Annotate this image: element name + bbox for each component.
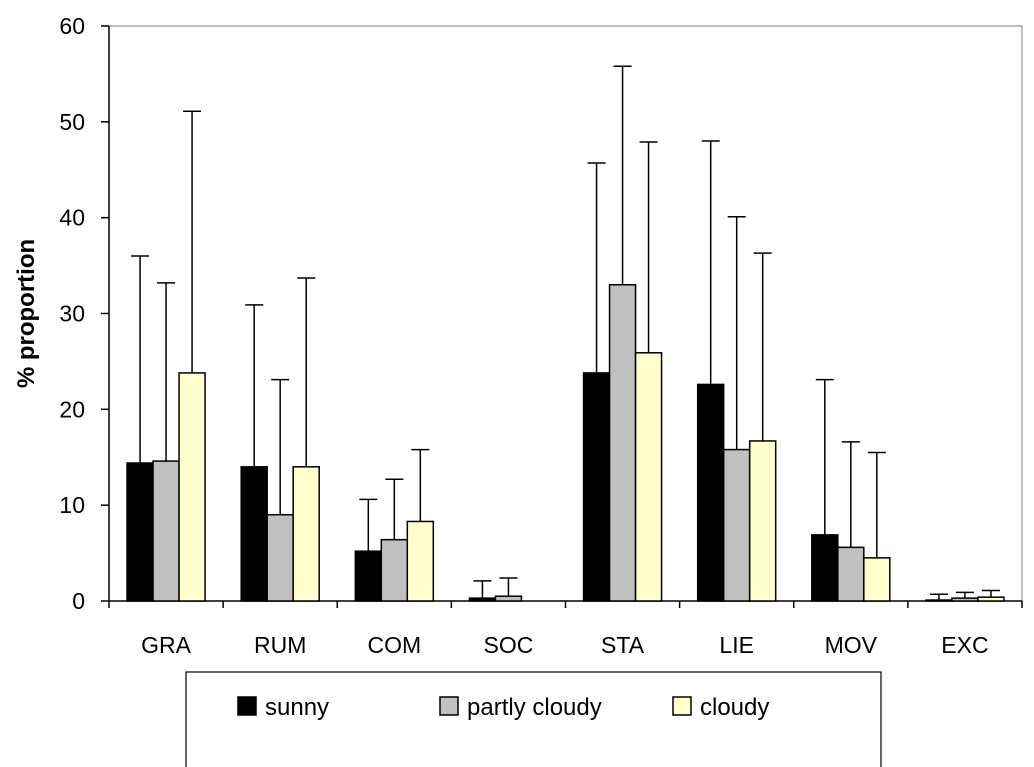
bar-cloudy bbox=[863, 557, 891, 602]
legend-label: sunny bbox=[265, 694, 329, 721]
y-tick-label: 10 bbox=[59, 492, 85, 518]
legend-swatch-sunny bbox=[237, 696, 257, 716]
chart-error-bars bbox=[131, 65, 1000, 601]
bar-cloudy bbox=[634, 352, 663, 602]
bar-sunny bbox=[468, 597, 497, 602]
x-tick-label: RUM bbox=[254, 632, 306, 658]
bar-cloudy bbox=[406, 520, 435, 602]
y-tick-label: 30 bbox=[59, 301, 85, 327]
bar-cloudy bbox=[748, 440, 777, 602]
bar-cloudy bbox=[292, 466, 320, 602]
bar-sunny bbox=[582, 372, 611, 602]
y-tick-label: 0 bbox=[72, 588, 85, 614]
x-tick-label: LIE bbox=[719, 632, 754, 658]
legend-label: partly cloudy bbox=[467, 694, 602, 721]
chart-legend: sunny partly cloudy cloudy bbox=[185, 671, 882, 767]
bar-sunny bbox=[240, 466, 268, 602]
bar-cloudy bbox=[178, 372, 206, 602]
y-tick-label: 20 bbox=[59, 396, 85, 422]
bar-partly-cloudy bbox=[152, 460, 180, 602]
y-tick-label: 50 bbox=[59, 109, 85, 135]
bar-sunny bbox=[811, 534, 839, 602]
y-axis-title: % proportion bbox=[13, 239, 40, 388]
bar-sunny bbox=[925, 599, 953, 602]
bar-partly-cloudy bbox=[722, 448, 751, 602]
y-tick-label: 40 bbox=[59, 205, 85, 231]
bar-partly-cloudy bbox=[266, 514, 294, 602]
x-tick-label: SOC bbox=[484, 632, 534, 658]
bar-partly-cloudy bbox=[380, 538, 409, 602]
x-tick-label: COM bbox=[367, 632, 421, 658]
bar-cloudy bbox=[977, 596, 1005, 602]
legend-swatch-cloudy bbox=[672, 696, 692, 716]
legend-box bbox=[185, 671, 882, 767]
x-tick-label: EXC bbox=[941, 632, 988, 658]
bar-sunny bbox=[354, 550, 383, 602]
x-tick-label: GRA bbox=[141, 632, 192, 658]
x-tick-label: STA bbox=[601, 632, 645, 658]
bar-partly-cloudy bbox=[837, 546, 865, 602]
bar-partly-cloudy bbox=[951, 597, 979, 602]
bar-partly-cloudy bbox=[608, 284, 637, 602]
chart-axes bbox=[101, 25, 1023, 608]
legend-swatch-partly-cloudy bbox=[439, 696, 459, 716]
bar-sunny bbox=[696, 383, 725, 602]
chart-bars bbox=[126, 284, 1005, 602]
chart-labels: 0 10 20 30 40 50 60 % proportion GRA RUM COM SOC STA… bbox=[13, 13, 989, 658]
legend-label: cloudy bbox=[700, 694, 769, 721]
y-tick-label: 60 bbox=[59, 13, 85, 39]
x-tick-label: MOV bbox=[825, 632, 878, 658]
bar-sunny bbox=[126, 462, 154, 602]
bar-partly-cloudy bbox=[494, 595, 523, 602]
